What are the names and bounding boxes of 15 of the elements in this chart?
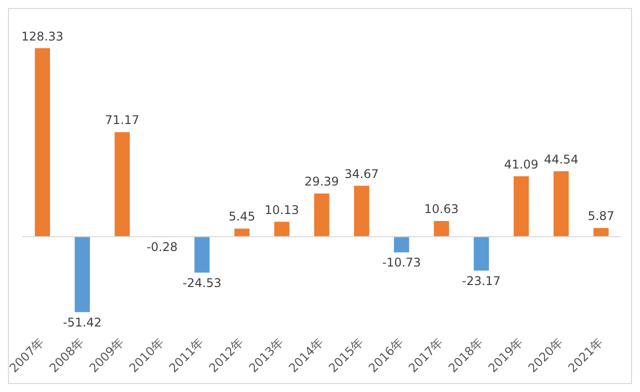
data-label: 34.67 [344,166,379,181]
data-label: -0.28 [146,240,178,254]
data-label: 29.39 [304,174,339,189]
data-label: 5.45 [228,210,256,224]
data-label: 71.17 [105,113,140,128]
data-label: -51.42 [62,315,102,330]
data-label: 128.33 [21,29,64,44]
data-label: -23.17 [462,274,501,288]
data-label: 44.54 [544,152,578,166]
data-label: 10.13 [264,202,300,217]
data-label: -24.53 [182,276,222,290]
data-label: -10.73 [382,256,421,270]
data-label: 5.87 [588,209,614,224]
data-label: 41.09 [504,157,538,172]
data-label: 10.63 [424,202,459,216]
